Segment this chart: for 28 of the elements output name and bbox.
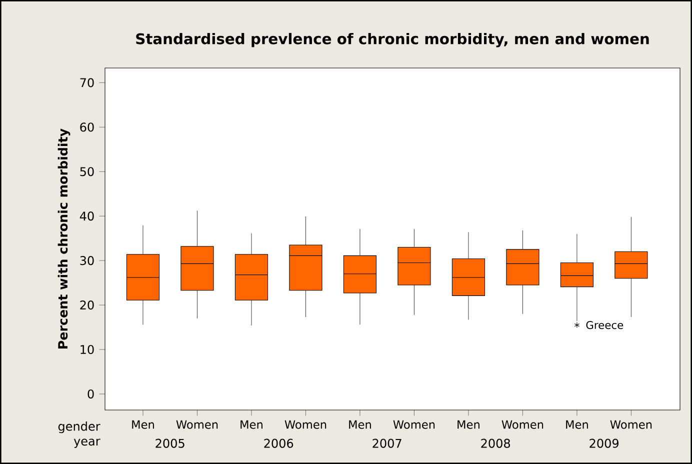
y-tick-label: 0 — [88, 389, 94, 399]
text: 2006 — [264, 438, 294, 448]
x-tick-label: Women — [176, 420, 218, 429]
text: 2008 — [481, 438, 510, 448]
annotation: Greece — [586, 321, 624, 330]
x-tick-label: Men — [349, 420, 371, 429]
y-tick-label: 60 — [80, 122, 94, 132]
y-tick-label: 50 — [80, 167, 94, 176]
y-tick-label: 30 — [80, 256, 94, 266]
y-tick-label: 10 — [80, 344, 94, 354]
text: gender — [58, 422, 100, 434]
text: 2009 — [590, 438, 618, 448]
text: year — [74, 438, 100, 448]
text: 2005 — [156, 438, 184, 448]
x-tick-label: Men — [458, 420, 480, 429]
x-tick-label: Women — [502, 420, 544, 429]
x-tick-label: Men — [240, 420, 262, 429]
x-tick-label: Men — [566, 420, 588, 429]
x-tick-label: Men — [132, 420, 154, 429]
x-tick-label: Women — [610, 420, 652, 429]
chart-title: Standardised prevlence of chronic morbidity, men and women — [136, 32, 649, 48]
y-tick-label: 20 — [80, 300, 94, 310]
y-tick-label: 70 — [80, 78, 94, 88]
y-axis-title: Percent with chronic morbidity — [58, 128, 70, 348]
text: 2007 — [372, 438, 402, 448]
y-tick-label: 40 — [80, 212, 94, 221]
x-tick-label: Women — [393, 420, 435, 429]
x-tick-label: Women — [284, 420, 326, 429]
